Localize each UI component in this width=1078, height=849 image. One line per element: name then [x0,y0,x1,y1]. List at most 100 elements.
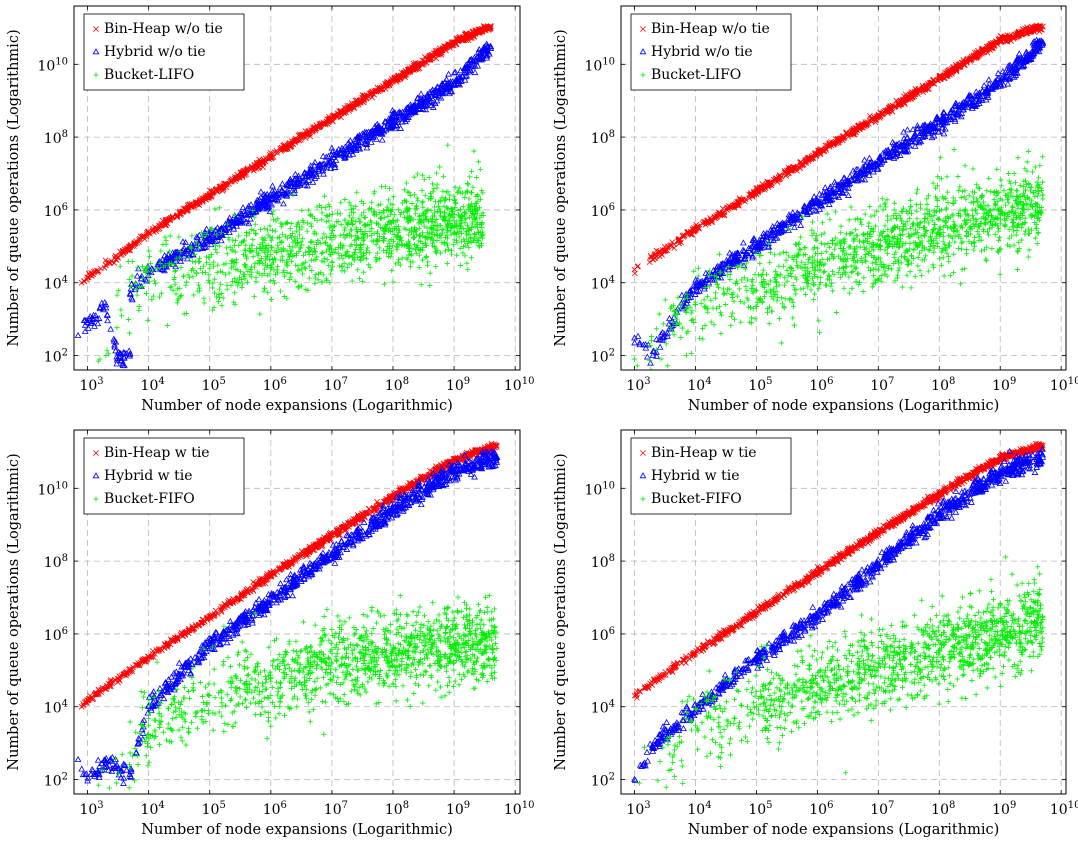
data-point [428,195,434,201]
data-point [362,132,370,139]
data-point [469,221,475,227]
data-point [278,247,284,253]
data-point [759,181,766,187]
data-point [216,243,222,249]
data-point [413,204,419,210]
data-point [267,154,274,161]
data-point [358,246,364,252]
data-point [74,331,82,338]
data-point [319,279,325,285]
data-point [269,244,275,250]
data-point [250,248,256,254]
data-point [353,237,359,243]
data-point [154,265,160,272]
data-point [378,201,384,207]
data-point [380,122,388,129]
data-point [445,142,451,148]
data-point [384,121,392,128]
data-point [226,223,233,230]
data-point [279,180,286,187]
data-point [159,256,167,263]
data-point [407,192,413,199]
data-point [230,225,238,232]
data-point [257,202,265,209]
data-point [98,299,106,306]
data-point [158,220,165,227]
data-point [203,225,210,232]
data-point [240,238,247,244]
data-point [250,254,256,260]
data-point [287,243,293,250]
data-point [276,234,282,240]
data-point [349,278,355,284]
data-point [463,216,469,222]
data-point [388,123,396,130]
data-point [141,236,148,242]
data-point [399,108,406,115]
data-point [278,192,285,199]
data-point [458,190,464,196]
data-point [457,74,465,81]
data-point [331,224,337,230]
data-point [381,210,387,216]
y-tick-label: 108 [44,129,68,147]
data-point [281,273,288,279]
data-point [231,263,237,269]
data-point [481,47,489,54]
data-point [253,275,259,281]
data-point [218,281,224,287]
data-point [393,112,401,119]
data-point [136,303,142,310]
data-point [461,209,468,215]
data-point [448,247,454,253]
data-point [396,257,402,263]
data-point [390,279,396,285]
data-point [395,108,403,115]
data-point [415,198,421,204]
data-point [646,259,653,266]
data-point [315,277,321,283]
data-point [397,124,405,131]
data-point [125,244,132,251]
data-point [393,261,399,267]
data-point [416,217,422,223]
data-point [166,248,172,254]
data-point [278,224,284,230]
data-point [462,36,469,43]
data-point [370,128,378,135]
data-point [313,271,319,278]
data-point [117,248,124,255]
data-point [475,159,481,165]
data-point [440,227,446,233]
data-point [204,194,211,201]
data-point [358,130,366,137]
data-point [319,160,327,167]
data-point [127,291,134,298]
data-point [126,289,134,296]
data-point [418,282,424,288]
data-point [332,156,340,163]
data-point [177,285,183,291]
data-point [367,131,375,139]
legend-marker [93,72,99,78]
data-point [468,255,474,261]
data-point [293,243,299,249]
data-point [133,272,141,279]
data-point [149,266,157,273]
data-point [470,33,476,40]
data-point [412,66,419,72]
data-point [249,242,255,249]
data-point [374,256,380,262]
data-point [386,250,392,256]
x-tick-label: 105 [202,376,226,394]
data-point [294,236,300,242]
data-point [236,219,244,226]
data-point [373,220,379,226]
data-point [371,189,377,195]
data-point [303,286,309,292]
data-point [377,233,383,240]
data-point [460,225,466,231]
data-point [446,90,453,97]
data-point [472,231,478,237]
data-point [147,260,153,266]
